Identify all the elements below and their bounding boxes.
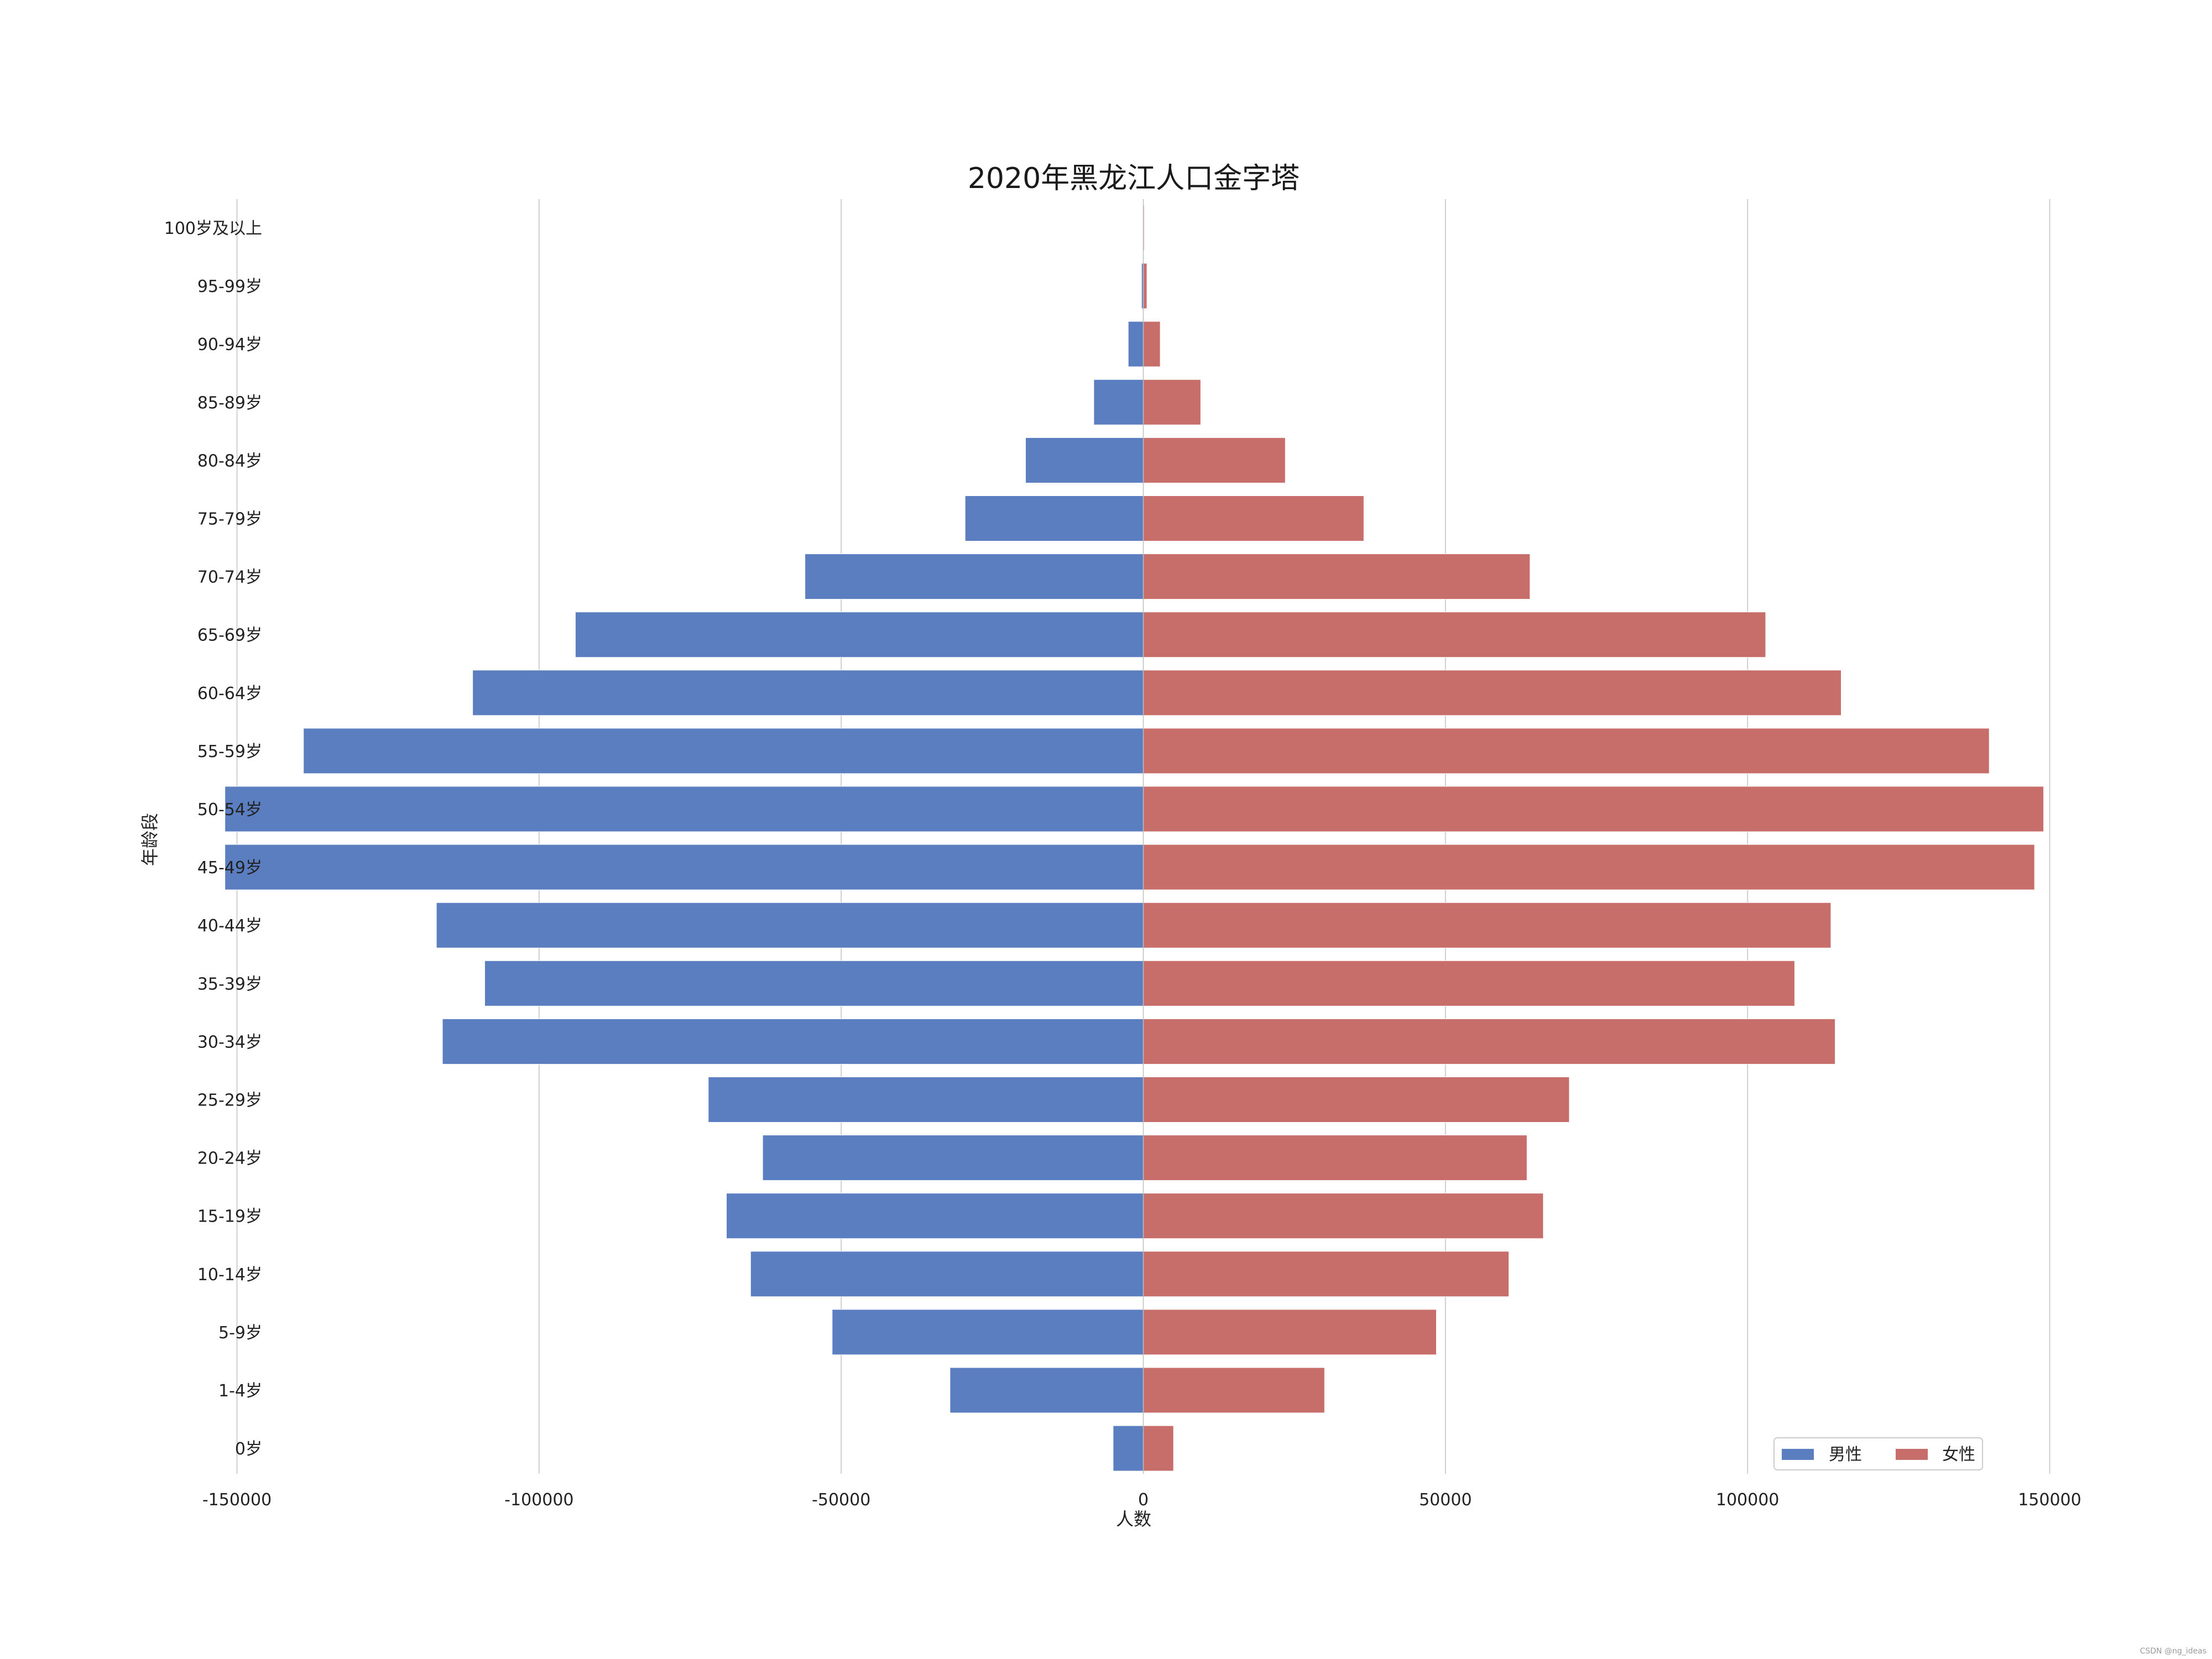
y-tick-label: 85-89岁 — [197, 393, 262, 413]
y-tick-label: 55-59岁 — [197, 742, 262, 761]
bar-female — [1143, 554, 1531, 600]
y-tick-label: 30-34岁 — [197, 1032, 262, 1052]
bar-female — [1143, 1425, 1174, 1472]
bar-male — [225, 844, 1144, 890]
bar-male — [708, 1077, 1144, 1123]
y-tick-label: 20-24岁 — [197, 1149, 262, 1168]
bar-female — [1143, 1251, 1510, 1297]
legend-swatch-male — [1782, 1449, 1814, 1460]
y-tick-label: 65-69岁 — [197, 626, 262, 645]
bar-male — [303, 728, 1144, 774]
bar-male — [442, 1018, 1144, 1065]
bar-male — [805, 554, 1144, 600]
bar-male — [225, 786, 1144, 832]
chart-title: 2020年黑龙江人口金字塔 — [968, 162, 1300, 195]
y-tick-label: 0岁 — [235, 1439, 262, 1459]
bar-female — [1143, 902, 1832, 948]
y-tick-label: 75-79岁 — [197, 510, 262, 529]
bar-male — [726, 1193, 1144, 1239]
x-tick-label: 50000 — [1419, 1490, 1472, 1510]
legend-frame — [1773, 1437, 1983, 1470]
bar-female — [1143, 321, 1161, 367]
y-axis-label: 年龄段 — [139, 813, 160, 866]
bar-female — [1143, 786, 2044, 832]
bar-female — [1143, 960, 1795, 1006]
bar-male — [1093, 379, 1144, 425]
bar-female — [1143, 612, 1766, 658]
y-tick-label: 60-64岁 — [197, 684, 262, 703]
y-tick-label: 35-39岁 — [197, 974, 262, 994]
y-tick-label: 10-14岁 — [197, 1265, 262, 1285]
y-tick-label: 25-29岁 — [197, 1091, 262, 1110]
x-tick-label: 150000 — [2018, 1490, 2081, 1510]
legend-label-male: 男性 — [1829, 1445, 1862, 1464]
legend: 男性 女性 — [1773, 1437, 1983, 1470]
y-tick-label: 15-19岁 — [197, 1207, 262, 1227]
legend-swatch-female — [1896, 1449, 1928, 1460]
bar-female — [1143, 437, 1286, 483]
bar-male — [950, 1367, 1144, 1413]
y-tick-label: 70-74岁 — [197, 568, 262, 587]
bar-female — [1143, 1193, 1544, 1239]
bar-male — [472, 670, 1144, 716]
bar-female — [1143, 1018, 1836, 1065]
bar-female — [1143, 1309, 1437, 1355]
y-tick-label: 80-84岁 — [197, 451, 262, 471]
grid-lines — [236, 199, 2051, 1474]
bar-male — [575, 612, 1144, 658]
watermark: CSDN @ng_ideas — [2140, 1647, 2206, 1656]
bar-male — [436, 902, 1144, 948]
bar-male — [762, 1135, 1144, 1181]
y-tick-label: 45-49岁 — [197, 858, 262, 878]
x-tick-label: 100000 — [1716, 1490, 1780, 1510]
y-tick-label: 90-94岁 — [197, 335, 262, 354]
legend-label-female: 女性 — [1942, 1445, 1975, 1464]
bar-male — [484, 960, 1144, 1006]
x-axis-label: 人数 — [1116, 1509, 1151, 1530]
bar-female — [1143, 670, 1842, 716]
y-tick-label: 95-99岁 — [197, 277, 262, 296]
x-tick-label: -150000 — [202, 1490, 272, 1510]
bar-female — [1143, 844, 2035, 890]
bar-female — [1143, 379, 1201, 425]
y-tick-label: 100岁及以上 — [164, 219, 262, 238]
bars — [225, 205, 2044, 1472]
bar-female — [1143, 495, 1364, 541]
bar-male — [1025, 437, 1144, 483]
y-tick-labels: 100岁及以上 95-99岁 90-94岁 85-89岁 80-84岁 75-79岁 70-… — [164, 219, 262, 1459]
x-tick-label: 0 — [1138, 1490, 1149, 1510]
bar-male — [832, 1309, 1144, 1355]
bar-female — [1143, 1077, 1570, 1123]
x-tick-labels: -150000 -100000 -50000 0 50000 100000 150000 — [202, 1490, 2081, 1510]
bar-female — [1143, 1135, 1527, 1181]
bar-female — [1143, 1367, 1325, 1413]
y-tick-label: 40-44岁 — [197, 916, 262, 936]
bar-male — [964, 495, 1144, 541]
y-tick-label: 50-54岁 — [197, 800, 262, 820]
y-tick-label: 5-9岁 — [218, 1323, 262, 1343]
bar-female — [1143, 728, 1990, 774]
bar-male — [1128, 321, 1144, 367]
bar-female — [1143, 263, 1147, 309]
bar-male — [750, 1251, 1144, 1297]
x-tick-label: -100000 — [504, 1490, 573, 1510]
x-tick-label: -50000 — [812, 1490, 870, 1510]
bar-male — [1113, 1425, 1144, 1472]
y-tick-label: 1-4岁 — [218, 1381, 262, 1401]
